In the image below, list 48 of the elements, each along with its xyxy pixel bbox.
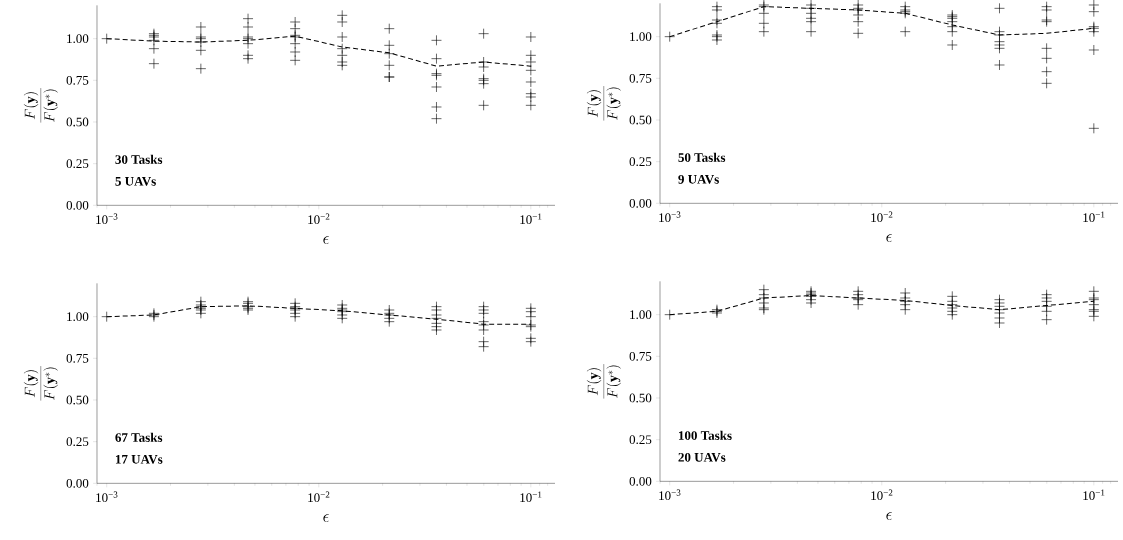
y-tick-label: 0.25 (629, 157, 652, 166)
y-tick-label: 0.75 (629, 351, 652, 361)
y-tick-label: 1.00 (67, 312, 89, 321)
y-tick-label: 0.00 (66, 478, 89, 488)
y-tick-label: 0.50 (66, 117, 89, 127)
y-axis-title: $\frac{F(\mathbf{y})}{F(\mathbf{y}^*)}$ (586, 85, 621, 121)
x-tick-label: 10$^{−2}$ (308, 491, 330, 502)
x-tick-label: 10$^{−3}$ (96, 491, 118, 502)
y-tick-label: 1.00 (630, 310, 652, 319)
y-axis-title: $\frac{F(\mathbf{y})}{F(\mathbf{y}^*)}$ (586, 363, 621, 399)
x-tick-label: 10$^{−1}$ (1083, 489, 1105, 500)
y-tick-label: 0.25 (66, 437, 89, 446)
x-tick-label: 10$^{−2}$ (871, 489, 893, 500)
x-tick-label: 10$^{−3}$ (659, 489, 681, 500)
x-tick-label: 10$^{−1}$ (520, 213, 542, 224)
y-tick-label: 0.00 (66, 200, 89, 210)
y-tick-label: 0.25 (629, 435, 652, 444)
x-tick-label: 10$^{−1}$ (1083, 211, 1105, 222)
annotation: 50 Tasks (678, 152, 726, 162)
y-tick-label: 0.00 (629, 476, 652, 486)
x-axis-title: $\epsilon$ (886, 512, 892, 520)
annotation: 30 Tasks (115, 154, 163, 164)
annotation: 100 Tasks (678, 430, 732, 440)
x-axis-title: $\epsilon$ (323, 236, 329, 244)
x-tick-label: 10$^{−1}$ (520, 491, 542, 502)
annotation: 17 UAVs (115, 454, 163, 464)
y-axis-title: $\frac{F(\mathbf{y})}{F(\mathbf{y}^*)}$ (23, 87, 58, 123)
x-tick-label: 10$^{−2}$ (871, 211, 893, 222)
y-tick-label: 0.50 (629, 115, 652, 125)
x-axis-title: $\epsilon$ (886, 234, 892, 242)
y-tick-label: 0.75 (629, 73, 652, 83)
x-tick-label: 10$^{−2}$ (308, 213, 330, 224)
y-tick-label: 1.00 (630, 32, 652, 41)
y-tick-label: 0.75 (66, 75, 89, 85)
annotation: 9 UAVs (678, 174, 719, 184)
annotation: 20 UAVs (678, 452, 726, 462)
y-tick-label: 0.50 (629, 393, 652, 403)
y-tick-label: 0.25 (66, 159, 89, 168)
annotation: 67 Tasks (115, 432, 163, 442)
y-tick-label: 1.00 (67, 34, 89, 43)
y-tick-label: 0.00 (629, 198, 652, 208)
annotation: 5 UAVs (115, 176, 156, 186)
x-tick-label: 10$^{−3}$ (659, 211, 681, 222)
y-tick-label: 0.50 (66, 395, 89, 405)
y-axis-title: $\frac{F(\mathbf{y})}{F(\mathbf{y}^*)}$ (23, 365, 58, 401)
y-tick-label: 0.75 (66, 353, 89, 363)
x-axis-title: $\epsilon$ (323, 514, 329, 522)
x-tick-label: 10$^{−3}$ (96, 213, 118, 224)
